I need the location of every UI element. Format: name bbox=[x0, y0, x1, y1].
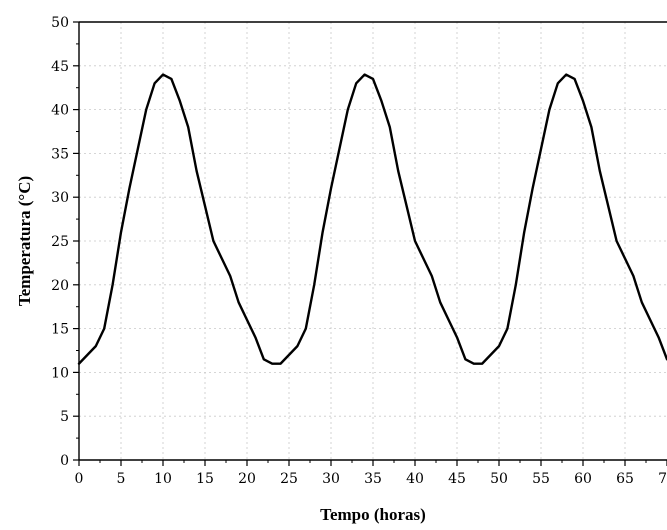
y-axis-title: Temperatura (°C) bbox=[15, 176, 34, 306]
x-tick-label-55: 55 bbox=[532, 471, 550, 487]
tick-labels: 0 5 10 15 20 25 30 35 40 45 50 55 60 65 70 0 5 10 15 20 25 30… bbox=[51, 15, 667, 487]
x-tick-label-70: 70 bbox=[658, 471, 667, 487]
x-tick-label-40: 40 bbox=[406, 471, 424, 487]
y-tick-label-20: 20 bbox=[51, 278, 69, 294]
series-line-0 bbox=[77, 73, 667, 365]
axis-ticks bbox=[73, 21, 667, 466]
y-tick-label-30: 30 bbox=[51, 190, 69, 206]
x-tick-label-65: 65 bbox=[616, 471, 634, 487]
series-layer bbox=[77, 73, 667, 365]
x-tick-label-20: 20 bbox=[238, 471, 256, 487]
x-tick-label-50: 50 bbox=[490, 471, 508, 487]
y-tick-label-50: 50 bbox=[51, 15, 69, 31]
y-tick-label-35: 35 bbox=[51, 146, 69, 162]
x-axis-title: Tempo (horas) bbox=[320, 505, 426, 524]
y-tick-label-25: 25 bbox=[51, 234, 69, 250]
y-tick-label-15: 15 bbox=[51, 322, 69, 338]
y-tick-label-10: 10 bbox=[51, 365, 69, 381]
x-tick-label-45: 45 bbox=[448, 471, 466, 487]
x-tick-label-5: 5 bbox=[117, 471, 126, 487]
x-tick-label-0: 0 bbox=[75, 471, 84, 487]
y-tick-label-45: 45 bbox=[51, 59, 69, 75]
grid-lines bbox=[79, 22, 667, 460]
x-tick-label-15: 15 bbox=[196, 471, 214, 487]
x-tick-label-10: 10 bbox=[154, 471, 172, 487]
x-tick-label-60: 60 bbox=[574, 471, 592, 487]
x-tick-label-30: 30 bbox=[322, 471, 340, 487]
y-tick-label-5: 5 bbox=[60, 409, 69, 425]
x-tick-label-35: 35 bbox=[364, 471, 382, 487]
y-tick-label-40: 40 bbox=[51, 103, 69, 119]
x-tick-label-25: 25 bbox=[280, 471, 298, 487]
y-tick-label-0: 0 bbox=[60, 453, 69, 469]
